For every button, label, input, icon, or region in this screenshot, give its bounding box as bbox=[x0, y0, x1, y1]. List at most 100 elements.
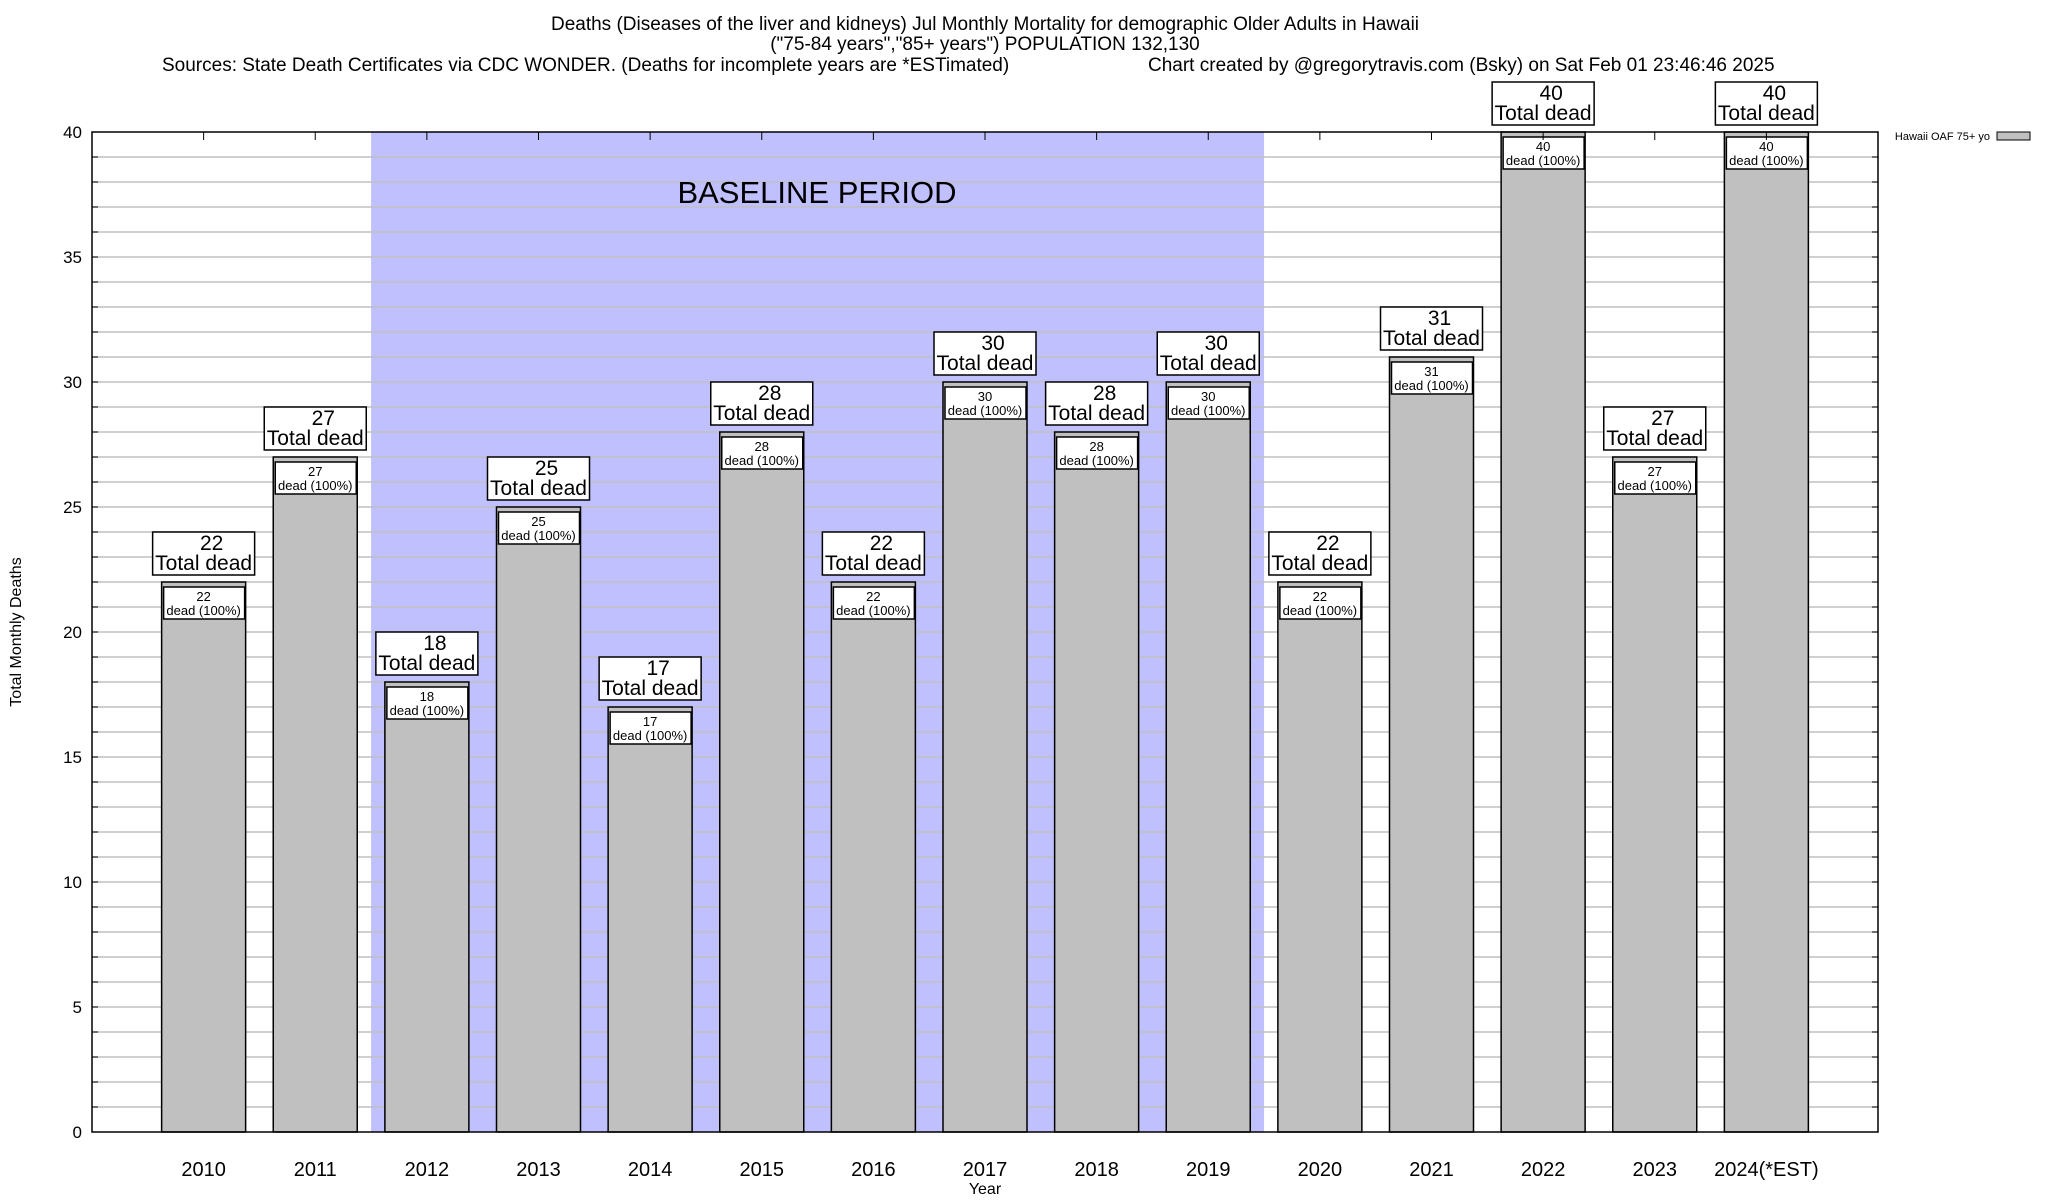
total-label-text: Total dead bbox=[1606, 427, 1703, 450]
inner-label-value: 27 bbox=[1648, 464, 1662, 479]
total-label-value: 25 bbox=[535, 457, 558, 480]
bar-2023 bbox=[1612, 456, 1698, 1133]
total-label-box bbox=[486, 456, 591, 501]
bar-2017 bbox=[942, 381, 1028, 1133]
total-label-value: 22 bbox=[200, 532, 223, 555]
inner-label-value: 40 bbox=[1759, 139, 1773, 154]
total-label-text: Total dead bbox=[1495, 102, 1592, 125]
x-tick-label: 2019 bbox=[1186, 1159, 1231, 1181]
y-tick-label: 25 bbox=[63, 498, 82, 517]
y-tick-label: 0 bbox=[73, 1123, 82, 1142]
credit-note: Chart created by @gregorytravis.com (Bsk… bbox=[1148, 55, 1775, 76]
total-label-box bbox=[1156, 331, 1260, 376]
bar-2014 bbox=[607, 706, 693, 1133]
bar-2015 bbox=[719, 431, 805, 1133]
total-label-text: Total dead bbox=[1383, 327, 1480, 350]
x-tick-label: 2016 bbox=[851, 1159, 896, 1181]
bar-2016 bbox=[830, 581, 917, 1133]
inner-label-box bbox=[1167, 386, 1250, 420]
chart-title-line-2: ("75-84 years","85+ years") POPULATION 1… bbox=[770, 34, 1200, 55]
inner-label-box bbox=[386, 686, 469, 720]
total-label-value: 27 bbox=[1651, 407, 1674, 430]
inner-label-box bbox=[497, 511, 581, 545]
bar-2018 bbox=[1053, 431, 1140, 1133]
total-label-text: Total dead bbox=[937, 352, 1034, 375]
inner-label-text: dead (100%) bbox=[390, 703, 464, 718]
inner-label-box bbox=[832, 586, 916, 620]
total-label-value: 30 bbox=[981, 332, 1004, 355]
inner-label-text: dead (100%) bbox=[1618, 478, 1692, 493]
x-tick-label: 2024(*EST) bbox=[1714, 1159, 1819, 1181]
inner-label-value: 30 bbox=[1201, 389, 1215, 404]
inner-label-box bbox=[721, 436, 804, 470]
bar-2011 bbox=[272, 456, 358, 1133]
inner-label-box bbox=[609, 711, 692, 745]
inner-label-box bbox=[1279, 586, 1362, 620]
total-label-text: Total dead bbox=[267, 427, 364, 450]
total-label-box bbox=[933, 331, 1037, 376]
x-tick-label: 2017 bbox=[963, 1159, 1008, 1181]
total-label-text: Total dead bbox=[713, 402, 810, 425]
total-label-value: 28 bbox=[758, 382, 781, 405]
x-tick-label: 2021 bbox=[1409, 1159, 1454, 1181]
inner-label-text: dead (100%) bbox=[948, 403, 1022, 418]
total-label-text: Total dead bbox=[825, 552, 922, 575]
bar-2022 bbox=[1500, 131, 1586, 1133]
bar-2013 bbox=[495, 506, 582, 1133]
inner-label-text: dead (100%) bbox=[166, 603, 240, 618]
total-label-box bbox=[1491, 81, 1595, 126]
inner-label-text: dead (100%) bbox=[1506, 153, 1580, 168]
total-label-value: 40 bbox=[1539, 82, 1562, 105]
inner-label-value: 25 bbox=[531, 514, 545, 529]
inner-label-box bbox=[1055, 436, 1139, 470]
inner-label-text: dead (100%) bbox=[725, 453, 799, 468]
total-label-text: Total dead bbox=[602, 677, 699, 700]
total-label-box bbox=[710, 381, 814, 426]
inner-label-value: 22 bbox=[1313, 589, 1327, 604]
total-label-box bbox=[1714, 81, 1819, 126]
total-label-text: Total dead bbox=[1160, 352, 1257, 375]
inner-label-text: dead (100%) bbox=[836, 603, 910, 618]
legend-swatch bbox=[1996, 131, 2031, 141]
inner-label-text: dead (100%) bbox=[1394, 378, 1468, 393]
x-tick-label: 2013 bbox=[516, 1159, 561, 1181]
legend: Hawaii OAF 75+ yo bbox=[1895, 131, 2031, 143]
inner-label-value: 22 bbox=[196, 589, 210, 604]
total-label-box bbox=[598, 656, 702, 701]
x-tick-label: 2022 bbox=[1521, 1159, 1566, 1181]
inner-label-box bbox=[944, 386, 1027, 420]
inner-label-text: dead (100%) bbox=[501, 528, 575, 543]
source-note: Sources: State Death Certificates via CD… bbox=[162, 55, 1009, 76]
inner-label-box bbox=[274, 461, 357, 495]
y-tick-label: 10 bbox=[63, 873, 82, 892]
total-label-box bbox=[1379, 306, 1484, 351]
total-label-text: Total dead bbox=[155, 552, 252, 575]
total-label-text: Total dead bbox=[378, 652, 475, 675]
bar-2021 bbox=[1388, 356, 1475, 1133]
y-tick-label: 5 bbox=[73, 998, 82, 1017]
inner-label-box bbox=[1502, 136, 1585, 170]
inner-label-text: dead (100%) bbox=[1283, 603, 1357, 618]
y-tick-label: 35 bbox=[63, 248, 82, 267]
total-label-value: 28 bbox=[1093, 382, 1116, 405]
total-label-value: 27 bbox=[312, 407, 335, 430]
x-tick-label: 2023 bbox=[1633, 1159, 1678, 1181]
x-tick-label: 2018 bbox=[1074, 1159, 1119, 1181]
total-label-text: Total dead bbox=[1718, 102, 1815, 125]
bar-2012 bbox=[384, 681, 470, 1133]
x-tick-label: 2020 bbox=[1298, 1159, 1343, 1181]
bar-2010 bbox=[160, 581, 247, 1133]
total-label-value: 31 bbox=[1428, 307, 1451, 330]
baseline-period-label: BASELINE PERIOD bbox=[677, 175, 956, 210]
x-tick-label: 2012 bbox=[405, 1159, 450, 1181]
inner-label-text: dead (100%) bbox=[278, 478, 352, 493]
total-label-value: 40 bbox=[1763, 82, 1786, 105]
inner-label-value: 17 bbox=[643, 714, 657, 729]
y-tick-label: 40 bbox=[63, 123, 82, 142]
inner-label-value: 22 bbox=[866, 589, 880, 604]
total-label-text: Total dead bbox=[1271, 552, 1368, 575]
inner-label-value: 40 bbox=[1536, 139, 1550, 154]
inner-label-box bbox=[1725, 136, 1809, 170]
chart-title-line-1: Deaths (Diseases of the liver and kidney… bbox=[551, 14, 1419, 35]
total-label-box bbox=[263, 406, 367, 451]
